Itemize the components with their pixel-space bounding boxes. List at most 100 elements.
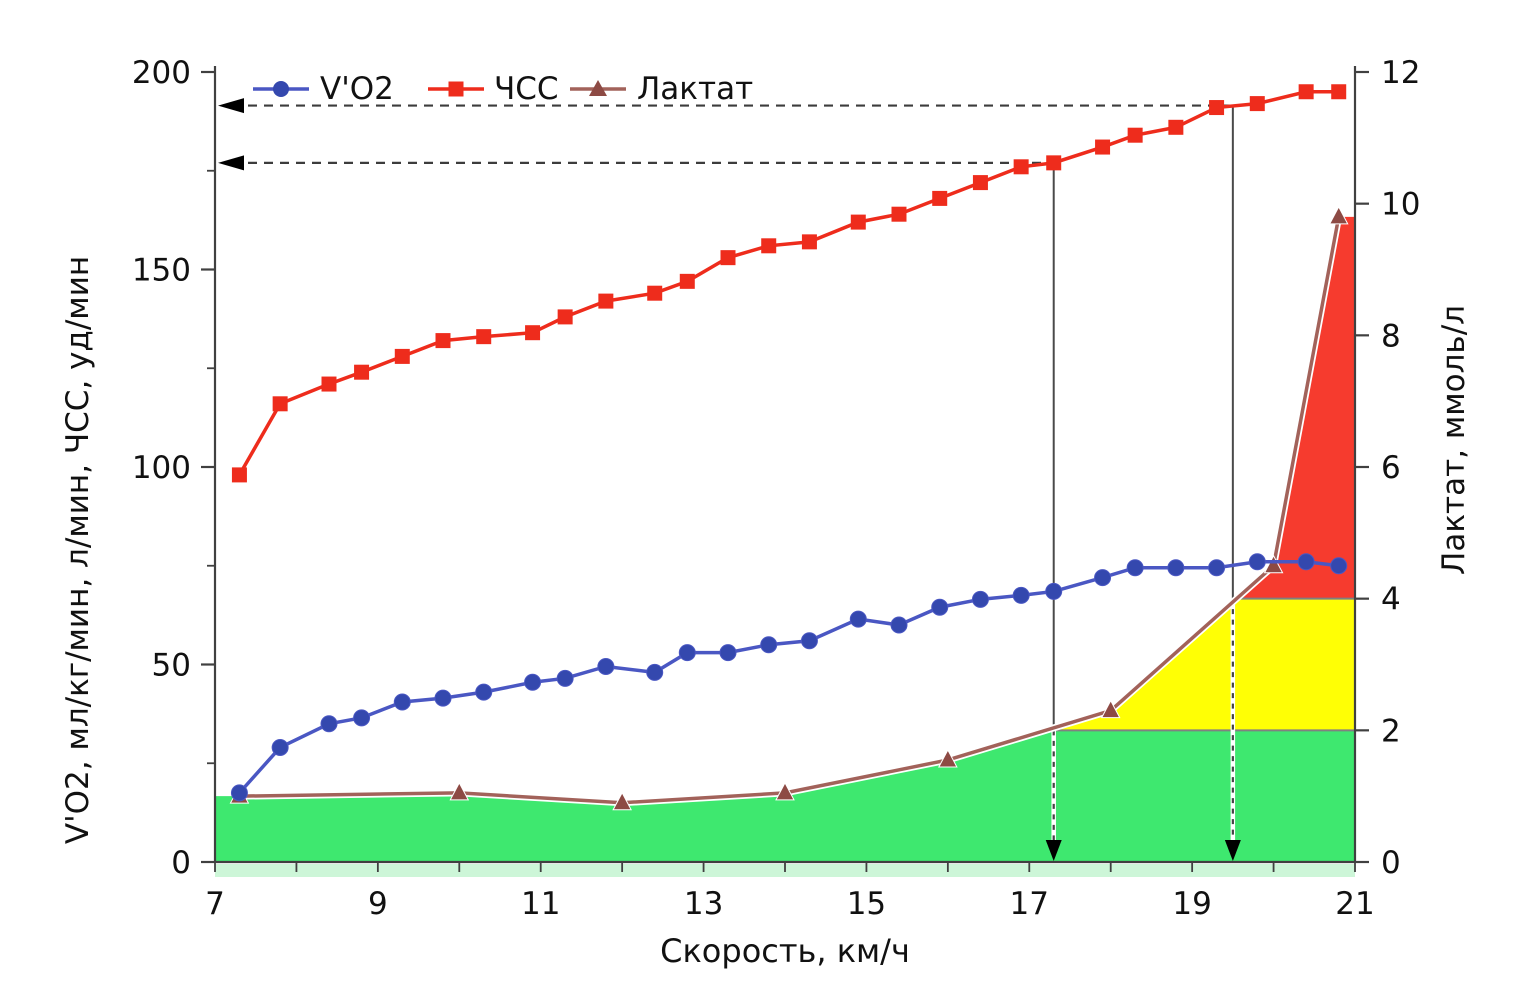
y-right-tick-label: 8 [1381, 318, 1401, 354]
hr-guide-lines [218, 98, 1233, 171]
y-left-tick-label: 50 [152, 648, 191, 684]
vo2-series-point [719, 644, 737, 662]
x-tick-label: 9 [368, 886, 388, 922]
legend [253, 80, 626, 97]
y-right-tick-label: 12 [1381, 55, 1420, 91]
hr-series-point [932, 190, 948, 206]
vo2-series-point [230, 784, 248, 802]
y-left-tick-label: 0 [171, 845, 191, 881]
x-tick-label: 7 [205, 886, 225, 922]
hr-series-point [231, 467, 247, 483]
lactate-series-point [1100, 699, 1121, 719]
hr-series-point [761, 238, 777, 254]
hr-series-point [321, 376, 337, 392]
y-left-tick-label: 150 [132, 253, 191, 289]
yellow-zone-fill [1045, 598, 1355, 731]
legend-label-lactate: Лактат [637, 71, 753, 107]
x-tick-label: 13 [684, 886, 723, 922]
vo2-series-point [320, 715, 338, 733]
legend-label-vo2: V'O2 [320, 71, 394, 107]
hr-series-point [850, 214, 866, 230]
lactate-zone-fills [215, 216, 1355, 862]
y-right-tick-label: 2 [1381, 713, 1401, 749]
hr-series-point [1127, 127, 1143, 143]
zone-boundary-lines [1045, 597, 1355, 732]
x-axis-title: Скорость, км/ч [660, 932, 910, 970]
hr-series-point [598, 293, 614, 309]
down-arrow-icon [1045, 840, 1062, 861]
vo2-series-point [931, 598, 949, 616]
hr-series-point [272, 396, 288, 412]
legend-marker-circle-icon [273, 81, 289, 97]
vo2-series-point [1094, 569, 1112, 587]
lactate-series-point [1263, 554, 1284, 574]
vo2-series-point [1045, 582, 1063, 600]
hr-series-point [1249, 96, 1265, 112]
hr-series-point [972, 175, 988, 191]
vo2-series-point [890, 616, 908, 634]
y-right-tick-label: 10 [1381, 187, 1420, 223]
axis-ticks [201, 70, 1369, 872]
hr-series [231, 84, 1347, 483]
y-axis-right-title: Лактат, ммоль/л [1436, 305, 1472, 575]
y-left-tick-label: 100 [132, 450, 191, 486]
vo2-series-point [393, 693, 411, 711]
x-tick-label: 15 [847, 886, 886, 922]
hr-series-point [1095, 139, 1111, 155]
vo2-series-point [434, 689, 452, 707]
vo2-series-point [760, 636, 778, 654]
vo2-series-point [1012, 586, 1030, 604]
vo2-series-point [556, 669, 574, 687]
green-zone-fill [215, 730, 1355, 862]
lactate-series-point [1328, 205, 1349, 225]
hr-series-point [1013, 159, 1029, 175]
hr-series-point [720, 250, 736, 266]
hr-series-point [354, 364, 370, 380]
hr-series-point [891, 206, 907, 222]
vo2-series-line [238, 560, 1339, 795]
lactate-series-point [938, 748, 958, 768]
x-tick-label: 17 [1010, 886, 1049, 922]
y-right-tick-label: 6 [1381, 450, 1401, 486]
tick-labels: 0 50 100 150 200 0 2 4 6 8 10 12 7 9 11 13 15 17 19 21 [132, 55, 1421, 922]
x-tick-label: 21 [1335, 886, 1374, 922]
vo2-series-point [646, 663, 664, 681]
y-right-tick-label: 0 [1381, 845, 1401, 881]
vo2-series-point [678, 644, 696, 662]
vo2-series-point [1126, 559, 1144, 577]
hr-series-point [557, 309, 573, 325]
lactate-series-point [449, 781, 470, 801]
vo2-series-point [1330, 557, 1348, 575]
vo2-series [230, 553, 1348, 802]
legend-marker-triangle-icon [589, 80, 607, 96]
hr-series-point [679, 273, 695, 289]
red-zone-fill [1236, 216, 1355, 599]
x-tick-label: 19 [1172, 886, 1211, 922]
vo2-series-point [597, 657, 615, 675]
legend-marker-square-icon [448, 81, 464, 97]
hr-series-point [525, 325, 541, 341]
vo2-series-point [849, 610, 867, 628]
threshold-lines [1045, 105, 1241, 861]
hr-series-point [476, 329, 492, 345]
y-axis-left-title: V'O2, мл/кг/мин, л/мин, ЧСС, уд/мин [60, 256, 96, 844]
lactate-series [229, 205, 1349, 811]
left-arrow-icon [218, 155, 244, 171]
vo2-series-point [524, 673, 542, 691]
vo2-series-point [971, 590, 989, 608]
hr-series-point [1209, 100, 1225, 116]
hr-series-point [1298, 84, 1314, 100]
vo2-series-point [475, 683, 493, 701]
hr-series-point [435, 333, 451, 349]
vo2-series-point [353, 709, 371, 727]
vo2-series-point [271, 738, 289, 756]
hr-series-point [801, 234, 817, 250]
lactate-series-point [775, 781, 795, 801]
hr-series-line [237, 90, 1339, 476]
y-right-tick-label: 4 [1381, 582, 1401, 618]
down-arrow-icon [1224, 840, 1241, 861]
legend-label-hr: ЧСС [494, 71, 559, 107]
vo2-series-point [1167, 559, 1185, 577]
